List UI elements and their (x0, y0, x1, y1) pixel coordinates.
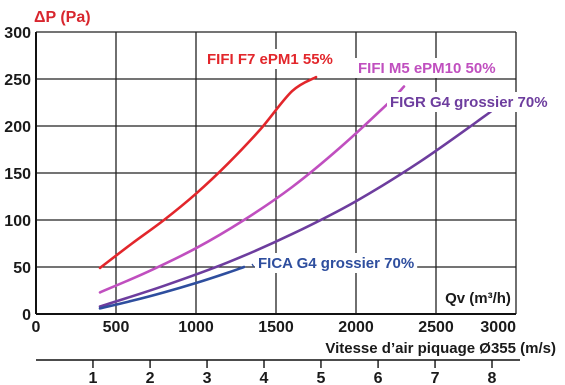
label-fifi-f7: FIFI F7 ePM1 55% (207, 51, 333, 68)
series-label-bg (255, 253, 418, 273)
x-tick-label: 2000 (338, 319, 374, 336)
curve-fifi-m5 (98, 85, 406, 294)
label-fifi-m5: FIFI M5 ePM10 50% (358, 60, 496, 77)
y-tick-label: 300 (4, 25, 31, 42)
velocity-tick-label: 7 (431, 370, 440, 385)
y-tick-label: 200 (4, 119, 31, 136)
series-label-bg (387, 92, 551, 112)
y-tick-label: 150 (4, 166, 31, 183)
velocity-tick-label: 5 (317, 370, 326, 385)
velocity-tick-label: 6 (374, 370, 383, 385)
x-axis-title: Qv (m³/h) (445, 290, 511, 307)
y-axis-title: ΔP (Pa) (34, 9, 91, 26)
velocity-tick-label: 8 (488, 370, 497, 385)
velocity-tick-label: 3 (203, 370, 212, 385)
x-tick-label: 2500 (418, 319, 454, 336)
series-curves (98, 75, 494, 310)
y-tick-label: 100 (4, 213, 31, 230)
y-tick-label: 50 (13, 260, 31, 277)
velocity-tick-label: 1 (89, 370, 98, 385)
y-tick-label: 0 (22, 307, 31, 324)
x-tick-label: 0 (32, 319, 41, 336)
velocity-tick-label: 4 (260, 370, 269, 385)
curve-fica-g4 (98, 265, 246, 310)
x-tick-label: 3000 (480, 319, 516, 336)
curve-figr-g4 (98, 108, 494, 308)
x-tick-label: 1500 (258, 319, 294, 336)
y-tick-label: 250 (4, 72, 31, 89)
label-fica-g4: FICA G4 grossier 70% (258, 255, 414, 272)
label-figr-g4: FIGR G4 grossier 70% (390, 94, 548, 111)
grid (36, 31, 517, 314)
series-label-bg (204, 49, 336, 69)
x-tick-label: 1000 (178, 319, 214, 336)
fica-leader-line (251, 263, 255, 268)
x-tick-label: 500 (103, 319, 130, 336)
labels: 0 500 1000 1500 2000 2500 3000 0 50 100 150 200 250 3… (4, 25, 551, 385)
curve-fifi-f7 (98, 75, 318, 270)
axes (35, 32, 520, 368)
velocity-axis-title: Vitesse d’air piquage Ø355 (m/s) (325, 340, 556, 357)
series-label-bg (355, 58, 499, 78)
velocity-tick-label: 2 (146, 370, 155, 385)
